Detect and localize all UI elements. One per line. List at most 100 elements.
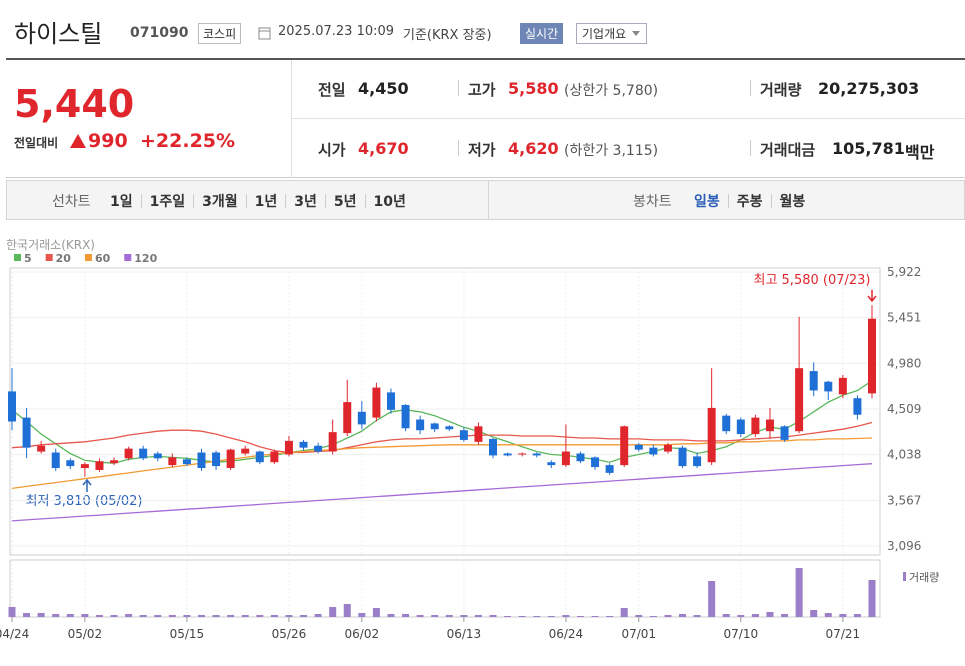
candle-body bbox=[357, 411, 366, 425]
candle-body bbox=[241, 448, 250, 454]
x-tick-label: 05/02 bbox=[68, 627, 103, 641]
x-tick-label: 07/01 bbox=[621, 627, 656, 641]
tab-divider bbox=[140, 194, 142, 208]
tab[interactable]: 5년 bbox=[333, 194, 357, 210]
volume-bar bbox=[256, 615, 264, 617]
volume-bar bbox=[416, 615, 424, 617]
tab[interactable]: 월봉 bbox=[779, 194, 806, 210]
candle-body bbox=[153, 453, 162, 459]
tab[interactable]: 일봉 bbox=[694, 194, 720, 210]
stat-value: 4,670 bbox=[358, 139, 409, 158]
volume-bar bbox=[139, 615, 147, 617]
y-tick-label: 5,451 bbox=[887, 311, 921, 325]
tab[interactable]: 10년 bbox=[373, 194, 406, 210]
volume-bar bbox=[66, 614, 74, 617]
volume-legend-label: 거래량 bbox=[909, 571, 939, 584]
legend-label: 60 bbox=[95, 252, 111, 265]
candle-body bbox=[226, 449, 235, 469]
volume-bar bbox=[708, 581, 716, 617]
stat-value: 20,275,303 bbox=[818, 79, 920, 98]
volume-bar bbox=[693, 615, 701, 617]
candle-body bbox=[168, 457, 177, 466]
stat-unit: 백만 bbox=[905, 143, 935, 162]
realtime-button[interactable]: 실시간 bbox=[520, 23, 564, 44]
tab[interactable]: 1년 bbox=[254, 194, 278, 210]
volume-bar bbox=[620, 608, 628, 617]
company-label: 기업개요 bbox=[582, 27, 627, 41]
tab[interactable]: 3개월 bbox=[202, 194, 238, 210]
volume-bar bbox=[95, 615, 103, 617]
candle-body bbox=[139, 448, 148, 459]
candle-body bbox=[809, 371, 818, 391]
volume-pane bbox=[9, 559, 881, 618]
tab[interactable]: 1일 bbox=[110, 194, 133, 210]
stat-label: 전일 bbox=[318, 81, 346, 99]
ma-line bbox=[11, 437, 873, 490]
divider bbox=[458, 80, 459, 96]
volume-bar bbox=[372, 608, 380, 617]
candle-body bbox=[795, 368, 804, 432]
candle-body bbox=[736, 419, 745, 435]
tab-divider bbox=[285, 194, 287, 208]
candle-body bbox=[386, 392, 395, 410]
x-tick-label: 07/10 bbox=[724, 627, 759, 641]
change: 990 bbox=[88, 130, 128, 152]
tab-divider bbox=[193, 194, 195, 208]
volume-bar bbox=[154, 615, 162, 617]
volume-bar bbox=[460, 615, 468, 617]
volume-bar bbox=[197, 615, 205, 617]
candle-body bbox=[489, 438, 498, 456]
volume-bar bbox=[751, 614, 759, 617]
candle-body bbox=[459, 430, 468, 440]
candle-body bbox=[343, 402, 352, 434]
volume-bar bbox=[168, 615, 176, 617]
tab[interactable]: 주봉 bbox=[736, 194, 763, 210]
candle-body bbox=[620, 426, 629, 466]
volume-bar bbox=[504, 616, 512, 617]
volume-bar bbox=[795, 568, 803, 617]
legend-swatch bbox=[14, 254, 21, 261]
low-annotation: 최저 3,810 (05/02) bbox=[25, 494, 142, 509]
x-tick-label: 05/15 bbox=[170, 627, 205, 641]
volume-bar bbox=[679, 614, 687, 617]
volume-bar bbox=[868, 580, 876, 617]
volume-bar bbox=[781, 614, 789, 617]
y-tick-label: 4,038 bbox=[887, 448, 921, 462]
volume-bar bbox=[562, 615, 570, 617]
volume-bar bbox=[649, 616, 657, 617]
upper-limit: (상한가 5,780) bbox=[564, 83, 659, 99]
volume-bar bbox=[664, 615, 672, 617]
price: 5,440 bbox=[14, 82, 135, 126]
volume-bar bbox=[212, 615, 220, 617]
candle-body bbox=[663, 444, 672, 452]
stat-label: 거래량 bbox=[760, 81, 802, 99]
x-tick-label: 04/24 bbox=[0, 627, 29, 641]
ma-line bbox=[11, 421, 873, 454]
legend-swatch bbox=[84, 254, 92, 261]
candle-body bbox=[649, 447, 658, 455]
candle-body bbox=[547, 462, 556, 466]
dropdown-icon bbox=[632, 31, 641, 36]
candle-body bbox=[22, 417, 31, 448]
tab[interactable]: 1주일 bbox=[149, 194, 186, 210]
divider bbox=[750, 80, 751, 96]
y-tick-label: 3,567 bbox=[887, 493, 921, 507]
tab[interactable]: 3년 bbox=[294, 194, 317, 210]
volume-bar bbox=[402, 614, 410, 617]
candle-body bbox=[8, 391, 16, 422]
volume-bar bbox=[737, 615, 745, 617]
divider bbox=[458, 140, 459, 156]
volume-bar bbox=[343, 604, 351, 617]
stat-value: 4,620 bbox=[508, 139, 559, 158]
candle-body bbox=[430, 423, 439, 430]
change-pct: +22.25% bbox=[140, 130, 236, 152]
candle-body bbox=[591, 457, 600, 468]
candle-body bbox=[401, 405, 410, 429]
x-tick-label: 07/21 bbox=[826, 627, 861, 641]
candle-body bbox=[634, 444, 643, 450]
high-arrow bbox=[867, 290, 877, 303]
basis: 기준(KRX 장중) bbox=[403, 28, 492, 43]
company-button[interactable]: 기업개요 bbox=[576, 23, 648, 44]
